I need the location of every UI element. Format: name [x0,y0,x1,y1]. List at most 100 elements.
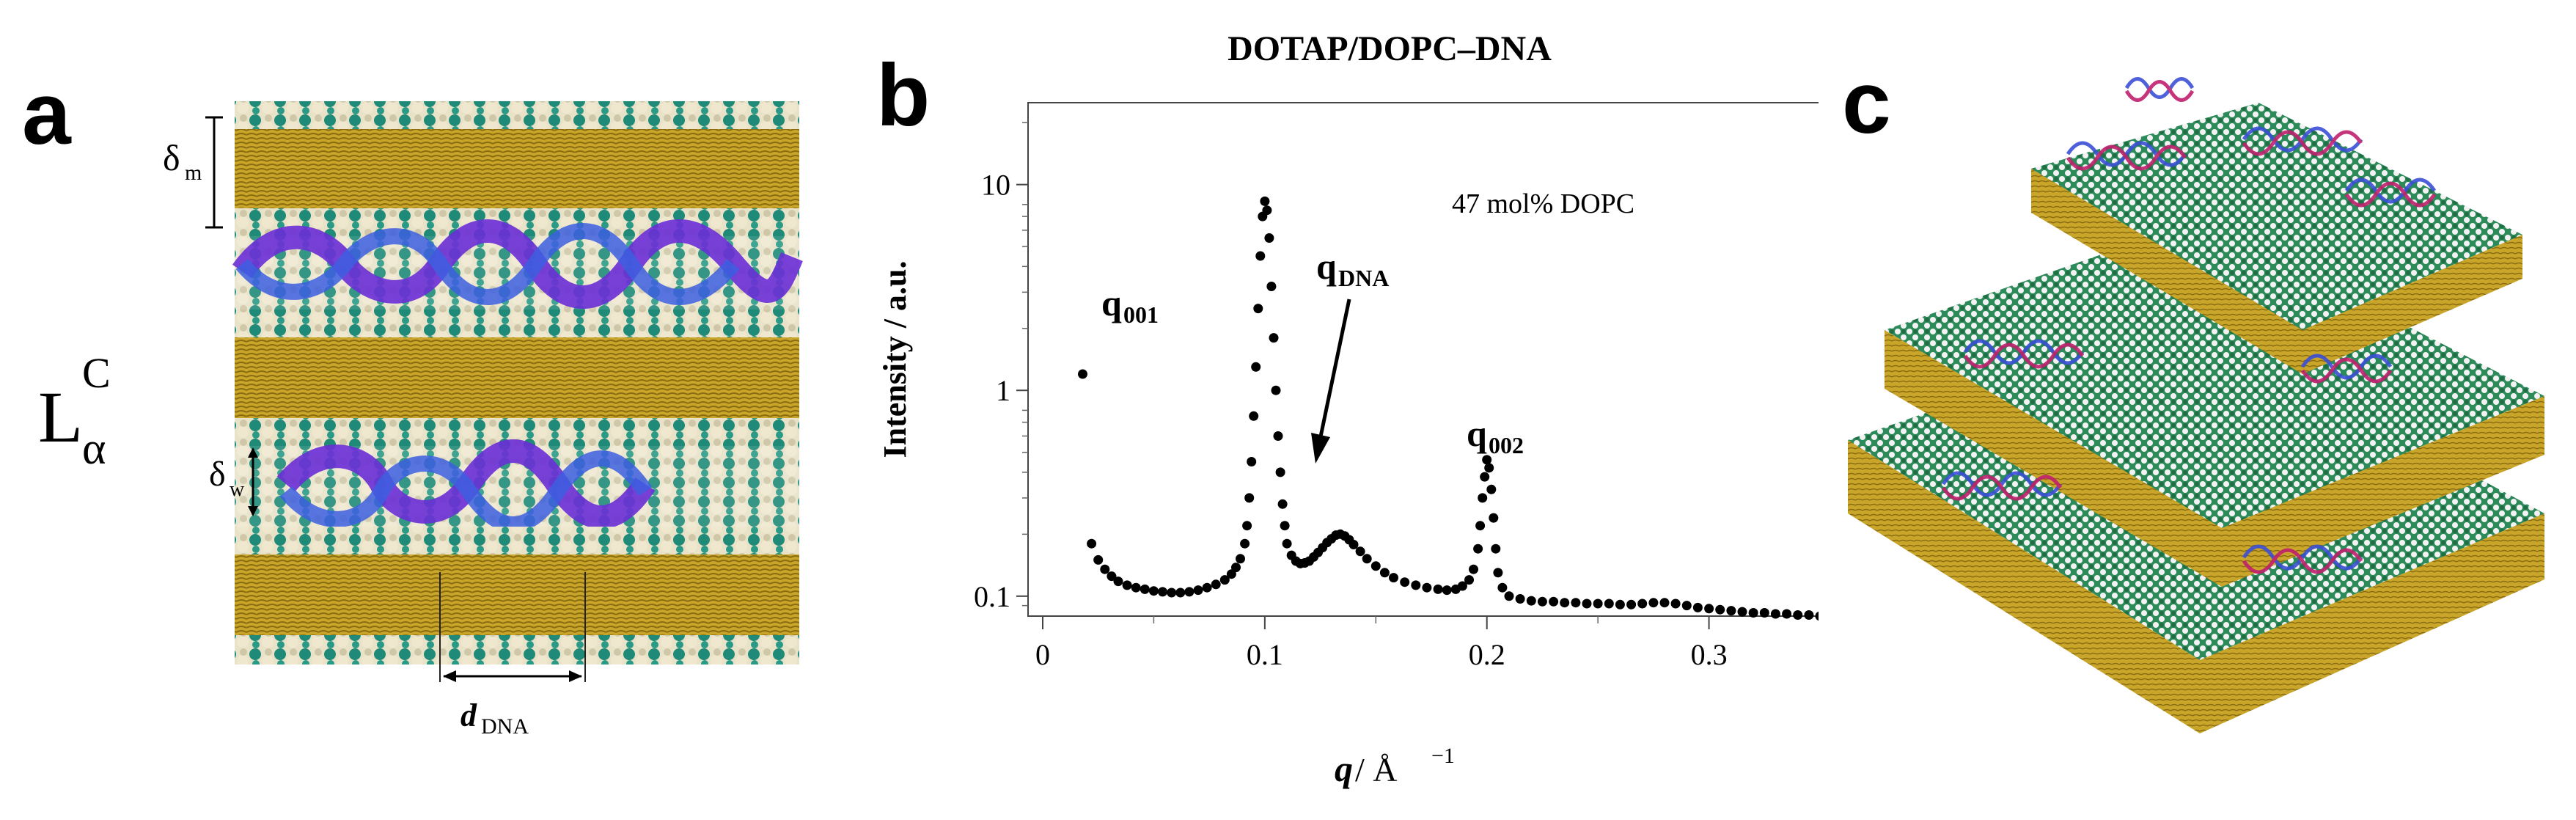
data-point [1131,582,1141,593]
data-point [1100,564,1110,574]
svg-text:/ Å: / Å [1355,751,1398,788]
data-point [1604,598,1614,609]
svg-text:q: q [1335,748,1353,789]
d-dna-dimension: d DNA [439,572,586,739]
svg-text:q: q [1316,246,1337,287]
delta-m-dimension: δ m [163,116,223,229]
data-point [1681,601,1692,611]
data-point [1362,554,1372,564]
data-point [1759,608,1769,618]
data-point [1175,587,1186,598]
data-point [1087,538,1097,549]
data-point [1582,598,1592,609]
data-point [1370,561,1381,571]
data-point [1193,585,1203,596]
data-point [1433,584,1443,594]
data-point [1277,499,1288,509]
sample-annotation: 47 mol% DOPC [1452,188,1634,219]
data-point [1715,604,1725,615]
svg-text:002: 002 [1489,432,1524,458]
data-point [1489,513,1499,523]
saxs-chart: DOTAP/DOPC–DNA 0.1 1 10 0 0.1 0.2 0.3 47 mol%… [877,29,1835,789]
data-point [1571,598,1581,608]
data-point [1491,543,1501,554]
data-point [1093,554,1104,565]
lipid-bilayer-top [235,101,799,236]
data-point [1482,455,1492,465]
svg-text:−1: −1 [1431,744,1455,768]
data-point [1113,576,1123,587]
data-point [1726,606,1736,616]
data-point [1770,609,1780,619]
svg-text:δ: δ [209,455,226,494]
data-point [1457,581,1467,591]
data-point [1659,598,1670,608]
multilayer-3d-illustration [1848,77,2544,733]
data-point [1282,538,1292,549]
data-point [1537,596,1547,607]
data-point [1478,493,1488,503]
data-point [1266,282,1277,291]
data-point [1469,564,1478,574]
data-point [1389,573,1398,583]
x-tick-label: 0.3 [1691,638,1728,671]
data-point [1122,580,1132,590]
data-point [1355,546,1365,557]
x-tick-label: 0 [1035,638,1050,671]
data-point [1526,596,1536,606]
data-point [1264,233,1274,243]
dna-helices-lower [235,439,799,532]
data-point [1348,540,1359,549]
data-point [1236,554,1245,564]
panel-a: a L α C [0,0,836,816]
y-tick-label: 0.1 [974,580,1010,613]
membrane-layer-middle [1885,220,2544,587]
svg-text:δ: δ [163,137,180,178]
delta-w-dimension: δ w [209,447,258,516]
data-point [1422,582,1432,593]
panel-b: b DOTAP/DOPC–DNA 0.1 1 10 0 0.1 0.2 0.3 47 mo… [836,0,1835,816]
data-point [1202,582,1212,593]
data-point [1615,599,1625,609]
phase-label: L α C [38,349,111,474]
svg-text:d: d [460,698,477,733]
data-point [1249,411,1259,421]
y-tick-label: 1 [996,374,1010,407]
data-point [1251,362,1261,372]
data-point [1226,569,1236,579]
peak-label-q001: q 001 [1101,282,1159,328]
data-point [1593,598,1603,609]
data-point [1262,205,1272,216]
data-point [1484,463,1494,473]
data-point [1140,584,1150,594]
qdna-arrow [1311,299,1351,464]
data-point [1078,369,1087,379]
data-point [1637,598,1648,609]
y-axis: 0.1 1 10 [974,122,1028,613]
svg-text:C: C [82,349,111,397]
y-axis-label: Intensity / a.u. [877,261,913,458]
data-point [1442,585,1452,596]
panel-c-letter: c [1842,54,1891,152]
data-point [1473,543,1483,554]
peak-label-q002: q 002 [1467,413,1524,458]
x-axis: 0 0.1 0.2 0.3 [1035,616,1821,671]
data-point [1475,521,1486,531]
data-point [1497,582,1508,593]
data-point [1704,604,1714,614]
data-point [1275,467,1285,477]
panel-a-letter: a [22,65,71,163]
svg-text:DNA: DNA [1338,265,1389,291]
svg-text:L: L [38,376,83,458]
data-point [1167,587,1177,598]
lipid-bilayer-middle [235,310,799,446]
y-tick-label: 10 [981,169,1010,202]
data-point [1504,591,1514,601]
data-point [1211,579,1221,590]
peak-label-qdna: q DNA [1316,246,1389,291]
x-tick-label: 0.2 [1469,638,1505,671]
svg-text:q: q [1467,413,1487,454]
data-point [1219,575,1230,585]
data-point [1184,587,1195,597]
x-tick-label: 0.1 [1247,638,1283,671]
